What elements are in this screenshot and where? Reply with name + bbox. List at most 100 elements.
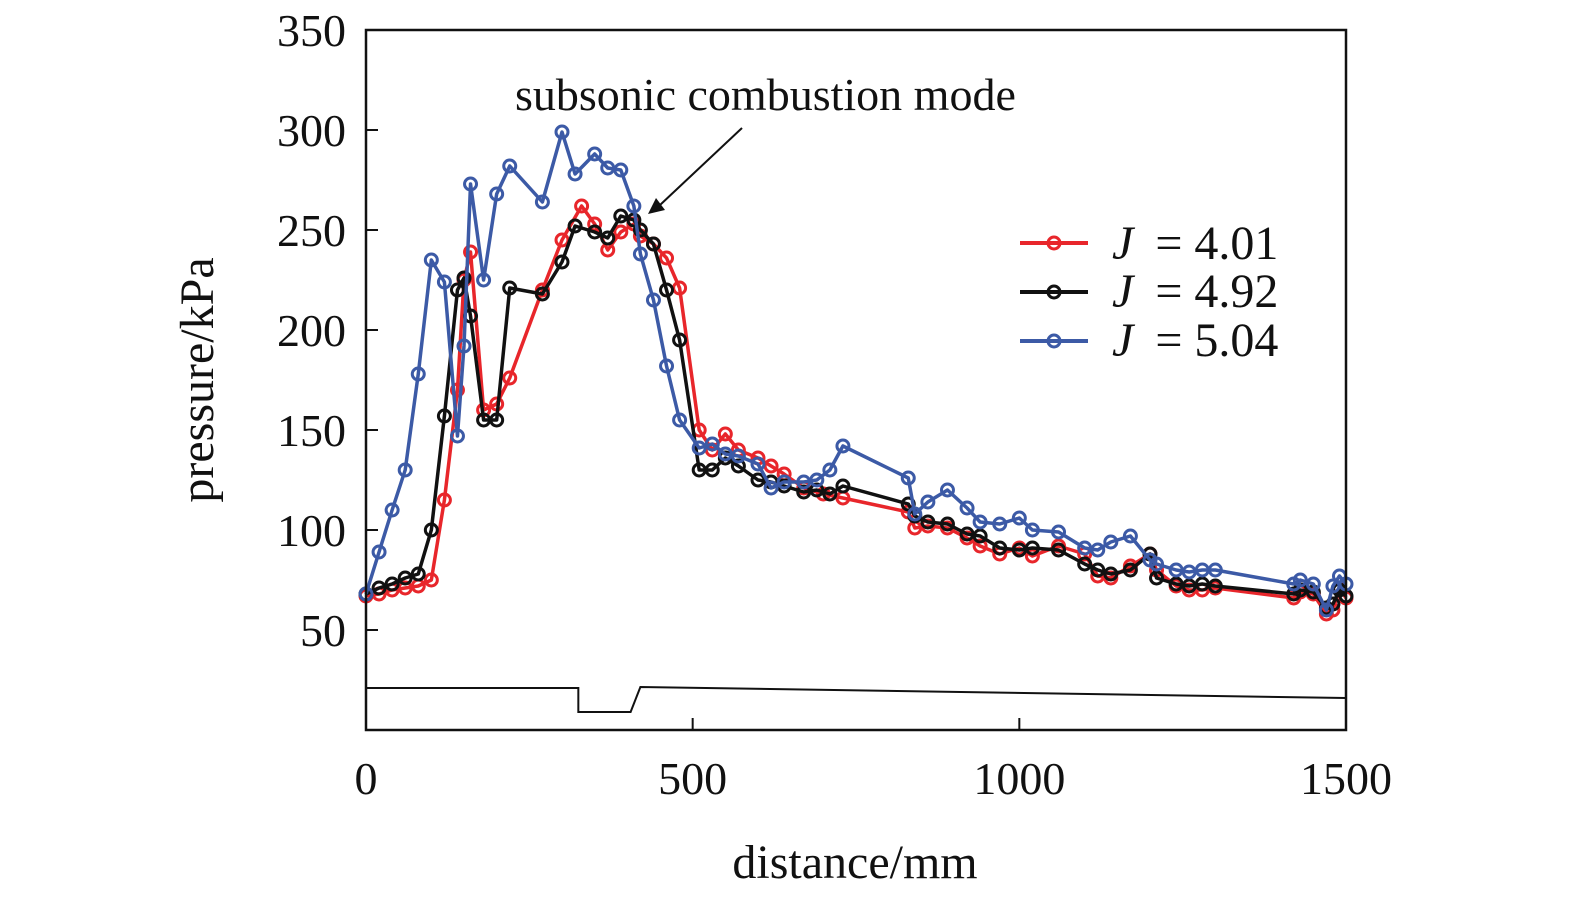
legend-label-1-value: = 4.01	[1155, 217, 1278, 270]
data-point	[384, 576, 400, 592]
data-point	[456, 270, 472, 286]
data-point	[1149, 570, 1165, 586]
data-point	[704, 436, 720, 452]
data-point	[645, 236, 661, 252]
data-point	[972, 538, 988, 554]
y-tick-label: 350	[277, 5, 346, 56]
data-point	[554, 232, 570, 248]
data-point	[672, 412, 688, 428]
data-point	[1207, 562, 1223, 578]
combustor-outline-line	[366, 685, 1347, 713]
data-point	[534, 194, 550, 210]
annotation-text: subsonic combustion mode	[515, 69, 1016, 120]
data-point	[587, 216, 603, 232]
y-tick-label: 100	[277, 505, 346, 556]
data-point	[567, 166, 583, 182]
legend-label-3-value: = 5.04	[1155, 314, 1278, 367]
data-point	[1011, 510, 1027, 526]
legend-marker-2	[1046, 284, 1062, 300]
annotation-arrow-head	[648, 198, 665, 214]
data-point	[410, 566, 426, 582]
data-point	[423, 252, 439, 268]
data-point	[659, 250, 675, 266]
data-point	[397, 462, 413, 478]
data-point	[534, 286, 550, 302]
legend: J = 4.01 J = 4.92 J = 5.04	[1020, 217, 1278, 367]
data-point	[463, 244, 479, 260]
data-point	[489, 412, 505, 428]
annotation-arrow-line	[659, 127, 743, 206]
data-point	[502, 370, 518, 386]
data-point	[587, 146, 603, 162]
data-point	[776, 474, 792, 490]
legend-entry-2: J = 4.92	[1020, 265, 1278, 318]
data-point	[992, 516, 1008, 532]
data-point	[920, 494, 936, 510]
data-point	[436, 274, 452, 290]
legend-marker-1	[1046, 235, 1062, 251]
data-point	[1292, 572, 1308, 588]
legend-entry-3: J = 5.04	[1020, 314, 1278, 367]
data-point	[1305, 576, 1321, 592]
legend-label-2-value: = 4.92	[1155, 265, 1278, 318]
data-point	[809, 472, 825, 488]
legend-label-3: J = 5.04	[1112, 314, 1278, 367]
x-tick-label: 0	[355, 753, 378, 804]
data-point	[822, 462, 838, 478]
data-point	[972, 514, 988, 530]
series-layer	[358, 124, 1354, 622]
legend-label-2-symbol: J	[1112, 265, 1136, 318]
y-tick-label: 150	[277, 405, 346, 456]
data-point	[1024, 548, 1040, 564]
legend-label-2: J = 4.92	[1112, 265, 1278, 318]
y-tick-label: 200	[277, 305, 346, 356]
plot-frame	[364, 28, 1348, 732]
y-axis-ticks: 50 100 150 200 250 300 350	[277, 5, 378, 656]
data-point	[463, 176, 479, 192]
x-axis-label: distance/mm	[732, 836, 977, 889]
data-point	[645, 292, 661, 308]
data-point	[939, 482, 955, 498]
data-point	[613, 208, 629, 224]
data-point	[1149, 556, 1165, 572]
data-point	[1024, 522, 1040, 538]
data-point	[659, 358, 675, 374]
data-point	[567, 218, 583, 234]
data-point	[659, 282, 675, 298]
data-point	[449, 428, 465, 444]
data-point	[574, 198, 590, 214]
data-point	[1077, 556, 1093, 572]
data-point	[613, 162, 629, 178]
data-point	[672, 332, 688, 348]
data-point	[900, 470, 916, 486]
data-point	[423, 522, 439, 538]
data-point	[1207, 578, 1223, 594]
data-point	[691, 440, 707, 456]
data-point	[613, 224, 629, 240]
data-point	[436, 408, 452, 424]
data-point	[436, 492, 452, 508]
legend-label-3-symbol: J	[1112, 314, 1136, 367]
data-point	[1122, 528, 1138, 544]
series-line-2	[365, 214, 1348, 610]
data-point	[835, 438, 851, 454]
data-point	[704, 462, 720, 478]
data-point	[489, 186, 505, 202]
legend-entry-1: J = 4.01	[1020, 217, 1278, 270]
data-point	[626, 198, 642, 214]
data-point	[992, 540, 1008, 556]
x-tick-label: 500	[658, 753, 727, 804]
legend-marker-3	[1046, 333, 1062, 349]
y-tick-label: 250	[277, 205, 346, 256]
data-point	[554, 124, 570, 140]
series-line-3	[364, 130, 1348, 612]
data-point	[907, 506, 923, 522]
data-point	[1090, 542, 1106, 558]
data-point	[1103, 566, 1119, 582]
data-point	[730, 458, 746, 474]
data-point	[456, 338, 472, 354]
data-point	[920, 514, 936, 530]
data-point	[730, 448, 746, 464]
series-3	[358, 124, 1354, 618]
data-point	[1122, 562, 1138, 578]
